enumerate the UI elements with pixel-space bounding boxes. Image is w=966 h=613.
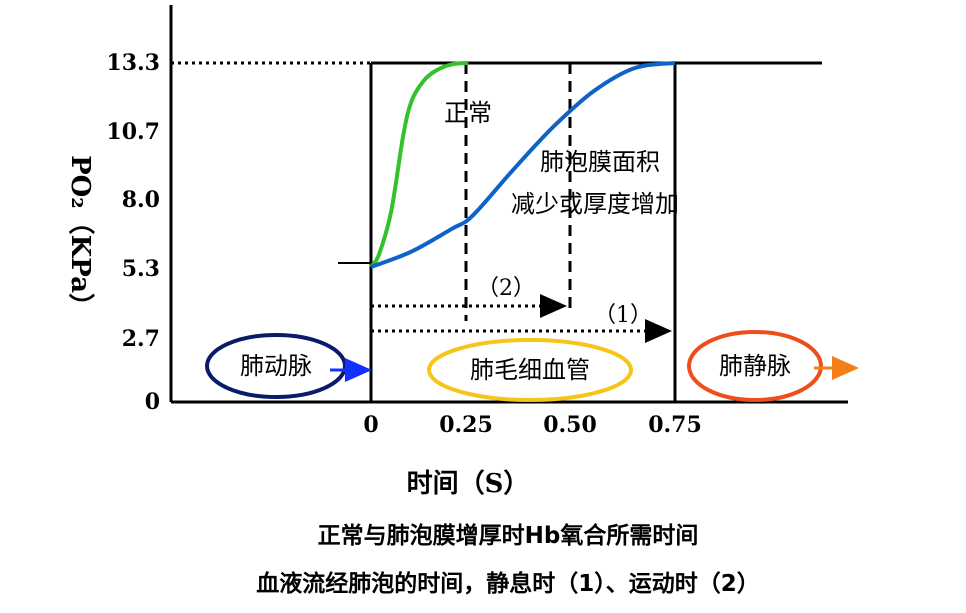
caption-line-1: 正常与肺泡膜增厚时Hb氧合所需时间 <box>318 522 699 549</box>
y-tick-label: 13.3 <box>106 50 160 76</box>
pulmonary-vein-ellipse <box>687 330 823 402</box>
x-axis-label: 时间（S） <box>407 469 530 499</box>
capillary-label: 肺毛细血管 <box>470 356 590 384</box>
x-tick-labels: 0 0.25 0.50 0.75 <box>363 412 701 438</box>
capillary-ellipse <box>427 338 633 402</box>
series-thickened-curve <box>370 61 676 269</box>
y-tick-labels: 0 2.7 5.3 8.0 10.7 13.3 <box>106 50 160 415</box>
pulmonary-artery-label: 肺动脉 <box>240 352 312 380</box>
x-tick-label: 0.75 <box>648 412 702 438</box>
annotation-normal: 正常 <box>444 99 492 127</box>
annotation-thickened-line2: 减少或厚度增加 <box>511 190 679 218</box>
caption-line-2: 血液流经肺泡的时间，静息时（1）、运动时（2） <box>256 570 760 597</box>
y-tick-label: 0 <box>145 389 160 415</box>
annotation-arrow-1: （1） <box>594 303 652 328</box>
annotation-arrow-2: （2） <box>477 276 535 301</box>
y-axis-label: PO₂（KPa） <box>65 155 95 319</box>
y-tick-label: 5.3 <box>122 256 160 282</box>
y-tick-label: 10.7 <box>106 119 160 145</box>
series-normal-curve <box>369 61 469 269</box>
y-tick-label: 8.0 <box>122 187 160 213</box>
x-tick-label: 0.25 <box>439 412 493 438</box>
y-tick-label: 2.7 <box>122 326 160 352</box>
pulmonary-vein-label: 肺静脉 <box>719 352 791 380</box>
x-tick-label: 0.50 <box>543 412 597 438</box>
x-tick-label: 0 <box>363 412 378 438</box>
annotation-thickened-line1: 肺泡膜面积 <box>540 148 660 176</box>
